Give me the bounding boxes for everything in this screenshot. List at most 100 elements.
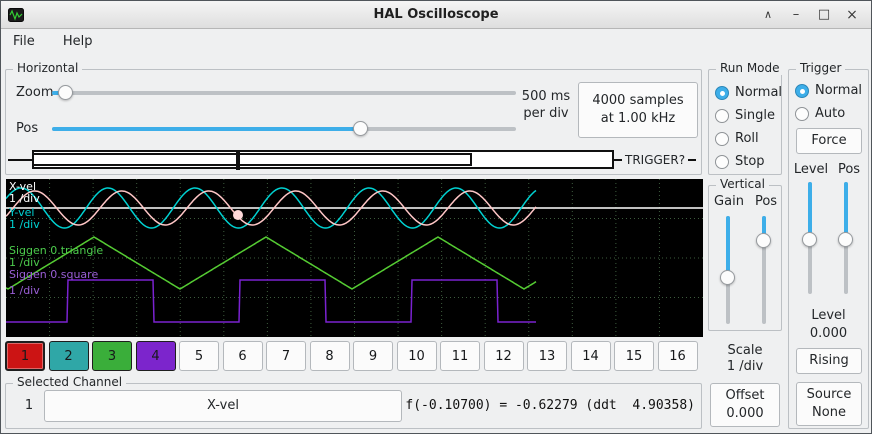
channel-button-2[interactable]: 2: [48, 341, 89, 371]
trigger-level-handle[interactable]: [802, 232, 817, 248]
run-mode-normal[interactable]: Normal: [709, 84, 783, 102]
radio-icon[interactable]: [715, 155, 729, 169]
trigger-normal[interactable]: Normal: [789, 82, 868, 100]
trigger-normal-label: Normal: [815, 83, 863, 98]
view-window-box[interactable]: [32, 153, 472, 166]
run-mode-group-title: Run Mode: [716, 61, 784, 75]
trigger-position-marker[interactable]: [236, 150, 240, 170]
run-mode-single[interactable]: Single: [709, 107, 781, 125]
zoom-label: Zoom: [16, 85, 54, 100]
vertical-group-title: Vertical: [716, 177, 769, 191]
selected-channel-number: 1: [24, 398, 34, 413]
hpos-label: Pos: [16, 121, 39, 136]
hpos-slider[interactable]: [52, 118, 516, 140]
channel-button-6[interactable]: 6: [222, 341, 263, 371]
timebase-unit: per div: [523, 106, 569, 121]
channel-button-5[interactable]: 5: [179, 341, 219, 371]
run-mode-group: Run Mode Normal Single Roll Stop: [708, 61, 784, 175]
trigger-group-title: Trigger: [796, 61, 846, 75]
channel-button-16[interactable]: 16: [657, 341, 698, 371]
samples-button[interactable]: 4000 samples at 1.00 kHz: [578, 82, 698, 138]
trigger-pos-slider-label: Pos: [837, 162, 861, 177]
gain-slider-handle[interactable]: [720, 269, 735, 285]
trigger-source-button[interactable]: Source None: [796, 382, 862, 426]
waveform-canvas: [5, 179, 703, 337]
vpos-slider-handle[interactable]: [756, 232, 771, 248]
channel-button-14[interactable]: 14: [570, 341, 611, 371]
channel-button-7[interactable]: 7: [266, 341, 306, 371]
samples-count: 4000 samples: [592, 93, 684, 108]
channel-button-15[interactable]: 15: [614, 341, 654, 371]
menu-file[interactable]: File: [13, 34, 35, 49]
trigger-edge-button[interactable]: Rising: [796, 348, 862, 374]
trigger-level-slider[interactable]: [799, 182, 821, 294]
run-mode-stop-label: Stop: [735, 154, 765, 169]
scope-label-square-scale: 1 /div: [9, 284, 40, 297]
run-mode-single-label: Single: [735, 108, 775, 123]
channel-button-9[interactable]: 9: [353, 341, 393, 371]
zoom-slider-handle[interactable]: [57, 85, 73, 100]
trigger-pos-handle[interactable]: [838, 232, 853, 248]
channel-button-12[interactable]: 12: [483, 341, 524, 371]
titlebar[interactable]: HAL Oscilloscope ∧ – □ ×: [1, 1, 871, 29]
trigger-pos-slider[interactable]: [835, 182, 857, 294]
selected-channel-name-button[interactable]: X-vel: [44, 390, 402, 422]
scope-label-yvel-name: Y-vel: [9, 206, 35, 219]
radio-icon[interactable]: [715, 86, 729, 100]
scale-label: Scale: [727, 343, 763, 358]
minimize-button[interactable]: –: [792, 7, 800, 22]
scale-value: 1 /div: [726, 359, 764, 374]
gain-slider-fill: [726, 216, 730, 278]
offset-button[interactable]: Offset 0.000: [710, 383, 780, 427]
channel-button-1[interactable]: 1: [5, 341, 45, 371]
channel-button-13[interactable]: 13: [527, 341, 567, 371]
channel-button-8[interactable]: 8: [309, 341, 350, 371]
scope-label-triangle-scale: 1 /div: [9, 256, 40, 269]
channel-button-row: 1 2 3 4 5 6 7 8 9 10 11 12 13 14 15 16: [5, 341, 702, 371]
zoom-slider[interactable]: [52, 82, 516, 104]
vertical-group: Vertical Gain Pos: [708, 177, 782, 331]
trigger-level-fill: [808, 182, 812, 241]
app-icon: [8, 7, 24, 23]
channel-button-11[interactable]: 11: [440, 341, 480, 371]
scope-label-xvel-scale: 1 /div: [9, 192, 40, 205]
run-mode-stop[interactable]: Stop: [709, 153, 781, 171]
channel-button-4[interactable]: 4: [135, 341, 176, 371]
maximize-button[interactable]: □: [817, 7, 831, 22]
trigger-pos-fill: [844, 182, 848, 241]
samples-rate: at 1.00 kHz: [600, 111, 676, 126]
radio-icon[interactable]: [795, 107, 809, 121]
trigger-source-label: Source: [806, 387, 852, 402]
shade-button[interactable]: ∧: [763, 8, 773, 21]
menu-help[interactable]: Help: [62, 34, 93, 49]
vpos-slider-groove: [762, 216, 766, 324]
hpos-slider-handle[interactable]: [352, 121, 368, 136]
trigger-question-label: TRIGGER?: [622, 150, 689, 170]
close-button[interactable]: ×: [846, 7, 858, 23]
horizontal-group-title: Horizontal: [13, 61, 83, 75]
force-button[interactable]: Force: [796, 128, 862, 154]
record-overview[interactable]: TRIGGER?: [8, 150, 696, 170]
radio-icon[interactable]: [715, 109, 729, 123]
run-mode-normal-label: Normal: [735, 85, 783, 100]
trigger-auto[interactable]: Auto: [789, 105, 868, 123]
offset-value: 0.000: [726, 406, 764, 421]
timebase-label: 500 ms per div: [516, 88, 576, 122]
vpos-label: Pos: [754, 194, 778, 209]
run-mode-roll[interactable]: Roll: [709, 130, 781, 148]
scope-label-yvel-scale: 1 /div: [9, 218, 40, 231]
trigger-source-value: None: [812, 405, 846, 420]
gain-slider[interactable]: [717, 216, 739, 324]
vpos-slider[interactable]: [753, 216, 775, 324]
channel-button-3[interactable]: 3: [92, 341, 132, 371]
radio-icon[interactable]: [715, 132, 729, 146]
scope-label-square-name: Siggen 0.square: [9, 268, 99, 281]
gain-label: Gain: [714, 194, 744, 209]
trigger-auto-label: Auto: [815, 106, 846, 121]
scope-display[interactable]: X-vel 1 /div Y-vel 1 /div Siggen 0.trian…: [5, 179, 703, 337]
selected-channel-readout: f(-0.10700) = -0.62279 (ddt 4.90358): [405, 398, 695, 413]
radio-icon[interactable]: [795, 84, 809, 98]
selected-channel-group: Selected Channel 1 X-vel f(-0.10700) = -…: [5, 375, 702, 429]
channel-button-10[interactable]: 10: [396, 341, 437, 371]
